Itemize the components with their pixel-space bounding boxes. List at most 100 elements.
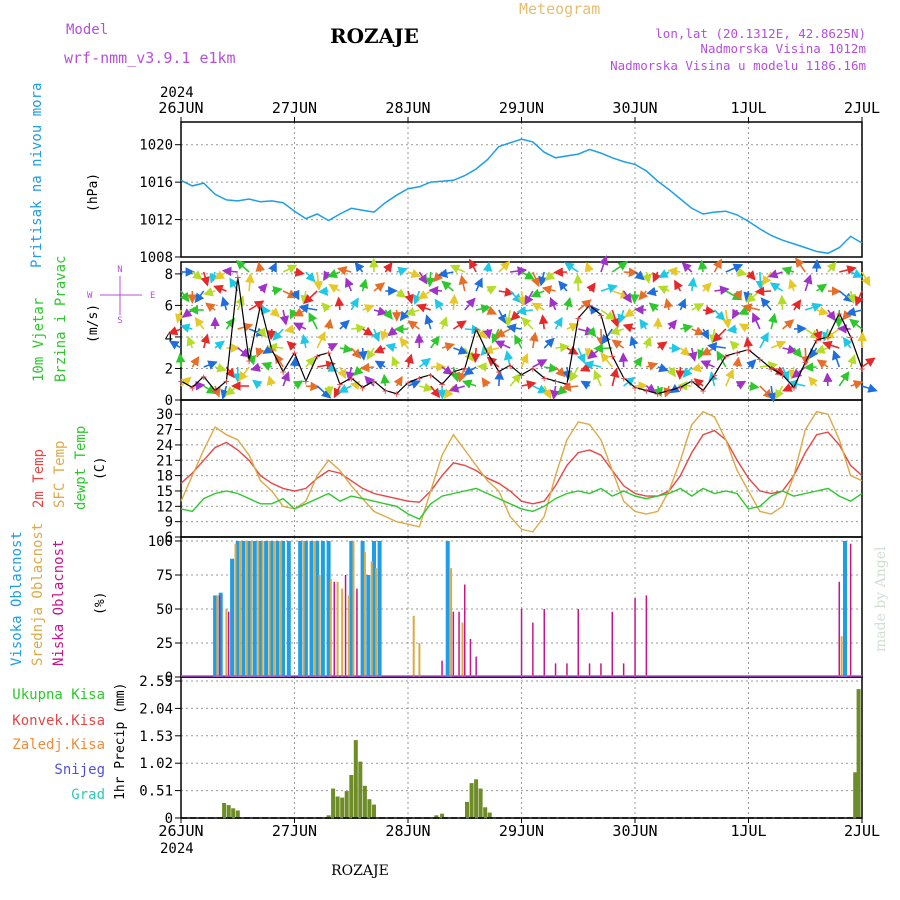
wind-arrow bbox=[553, 316, 563, 330]
wind-gust-mark: + bbox=[439, 378, 446, 391]
wind-arrow bbox=[407, 268, 422, 278]
wind-arrow bbox=[842, 309, 852, 321]
wind-arrow bbox=[787, 379, 806, 389]
wind-arrow bbox=[803, 274, 813, 292]
wind-unit-label: (m/s) bbox=[86, 304, 101, 343]
wind-arrow bbox=[373, 282, 386, 292]
wind-arrow bbox=[313, 271, 323, 291]
wind-arrow bbox=[405, 306, 420, 317]
y-tick-label: 100 bbox=[148, 534, 173, 550]
wind-arrow bbox=[707, 341, 726, 352]
low-cloud-bar bbox=[452, 611, 455, 677]
station-title: ROZAJE bbox=[330, 24, 419, 48]
panel-precip: 0 0.51 1.02 1.53 2.04 2.55 bbox=[139, 674, 863, 827]
model-name: wrf-nmm_v3.9.1 e1km bbox=[64, 49, 236, 67]
wind-arrow bbox=[181, 308, 193, 318]
precip-bar bbox=[326, 815, 331, 818]
wind-arrow bbox=[674, 279, 683, 292]
y-tick-label: 6 bbox=[165, 298, 173, 314]
wind-arrow bbox=[611, 261, 629, 273]
wind-arrow bbox=[266, 375, 276, 387]
wind-arrow bbox=[305, 356, 316, 368]
low-cloud-bar bbox=[532, 622, 534, 677]
low-cloud-bar bbox=[441, 660, 443, 677]
low-cloud-bar bbox=[520, 609, 523, 677]
wind-arrow bbox=[793, 324, 807, 334]
temp2m-label: 2m Temp bbox=[31, 449, 47, 508]
wind-arrow bbox=[380, 373, 390, 387]
wind-gust-mark: + bbox=[564, 378, 571, 391]
wind-arrow bbox=[732, 356, 743, 368]
wind-arrow bbox=[338, 384, 352, 393]
wind-arrow bbox=[293, 322, 307, 332]
mid-cloud-bar bbox=[329, 579, 332, 677]
precip-bar bbox=[362, 785, 367, 818]
wind-arrow bbox=[738, 306, 749, 316]
wind-arrow bbox=[261, 361, 273, 371]
wind-gust-mark: + bbox=[303, 375, 310, 388]
wind-arrow bbox=[385, 342, 397, 353]
wind-arrow bbox=[632, 356, 643, 368]
mid-cloud-bar bbox=[234, 543, 237, 677]
wind-arrow bbox=[358, 278, 369, 292]
wind-arrow bbox=[593, 343, 613, 354]
wind-arrow bbox=[194, 290, 205, 304]
wind-arrow bbox=[317, 360, 336, 370]
low-cloud-bar bbox=[577, 609, 579, 677]
wind-arrow bbox=[725, 368, 735, 387]
wind-gust-mark: + bbox=[575, 312, 582, 325]
wind-arrow bbox=[530, 288, 545, 298]
wind-arrow bbox=[213, 284, 227, 294]
wind-arrow bbox=[713, 258, 722, 273]
wind-gust-mark: + bbox=[495, 366, 502, 379]
precip-bar bbox=[235, 810, 240, 818]
wind-arrow bbox=[610, 309, 620, 329]
wind-arrow bbox=[482, 328, 493, 340]
high-cloud-bar bbox=[264, 541, 269, 677]
model-label: Model bbox=[66, 22, 108, 38]
wind-arrow bbox=[667, 319, 678, 330]
wind-arrow bbox=[282, 264, 298, 274]
wind-arrow bbox=[541, 285, 556, 295]
wind-arrow bbox=[781, 266, 795, 276]
precip-bar bbox=[469, 783, 474, 818]
wind-arrow bbox=[452, 320, 467, 330]
wind-arrow bbox=[238, 366, 250, 382]
high-cloud-bar bbox=[213, 595, 218, 677]
x-tick-label-bottom: 26JUN bbox=[158, 822, 203, 840]
wind-arrow bbox=[563, 296, 573, 311]
wind-arrow bbox=[168, 340, 182, 350]
high-cloud-bar bbox=[241, 541, 246, 677]
y-tick-label: 1012 bbox=[139, 213, 173, 229]
wind-arrow bbox=[321, 302, 332, 313]
x-tick-label-top: 30JUN bbox=[612, 99, 657, 117]
wind-arrow bbox=[854, 290, 864, 307]
wind-arrow bbox=[697, 347, 707, 360]
precip-bar bbox=[331, 788, 336, 818]
wind-arrow bbox=[583, 360, 602, 370]
wind-arrow bbox=[373, 344, 386, 354]
wind-arrow bbox=[634, 270, 645, 281]
wind-arrow bbox=[759, 385, 773, 400]
wind-arrow bbox=[767, 269, 783, 279]
wind-arrow bbox=[648, 302, 660, 313]
low-cloud-bar bbox=[634, 598, 636, 677]
wind-arrow bbox=[754, 286, 772, 297]
mid-cloud-bar bbox=[257, 541, 260, 677]
temp2m-line bbox=[180, 429, 863, 505]
wind-gust-mark: + bbox=[416, 372, 423, 385]
wind-arrow bbox=[514, 334, 523, 349]
mid-cloud-bar bbox=[461, 622, 464, 677]
wind-arrow bbox=[289, 308, 299, 320]
high-cloud-bar bbox=[349, 541, 354, 677]
wind-arrow bbox=[584, 347, 595, 359]
legend-graupel: Grad bbox=[71, 787, 105, 803]
wind-arrow bbox=[755, 271, 766, 291]
wind-arrow bbox=[339, 343, 354, 354]
wind-arrow bbox=[857, 331, 868, 349]
mid-cloud-bar bbox=[450, 568, 453, 677]
wind-arrow bbox=[658, 269, 670, 278]
wind-arrow bbox=[743, 336, 754, 349]
wind-speed-line bbox=[180, 276, 863, 395]
wind-arrow bbox=[600, 352, 613, 368]
